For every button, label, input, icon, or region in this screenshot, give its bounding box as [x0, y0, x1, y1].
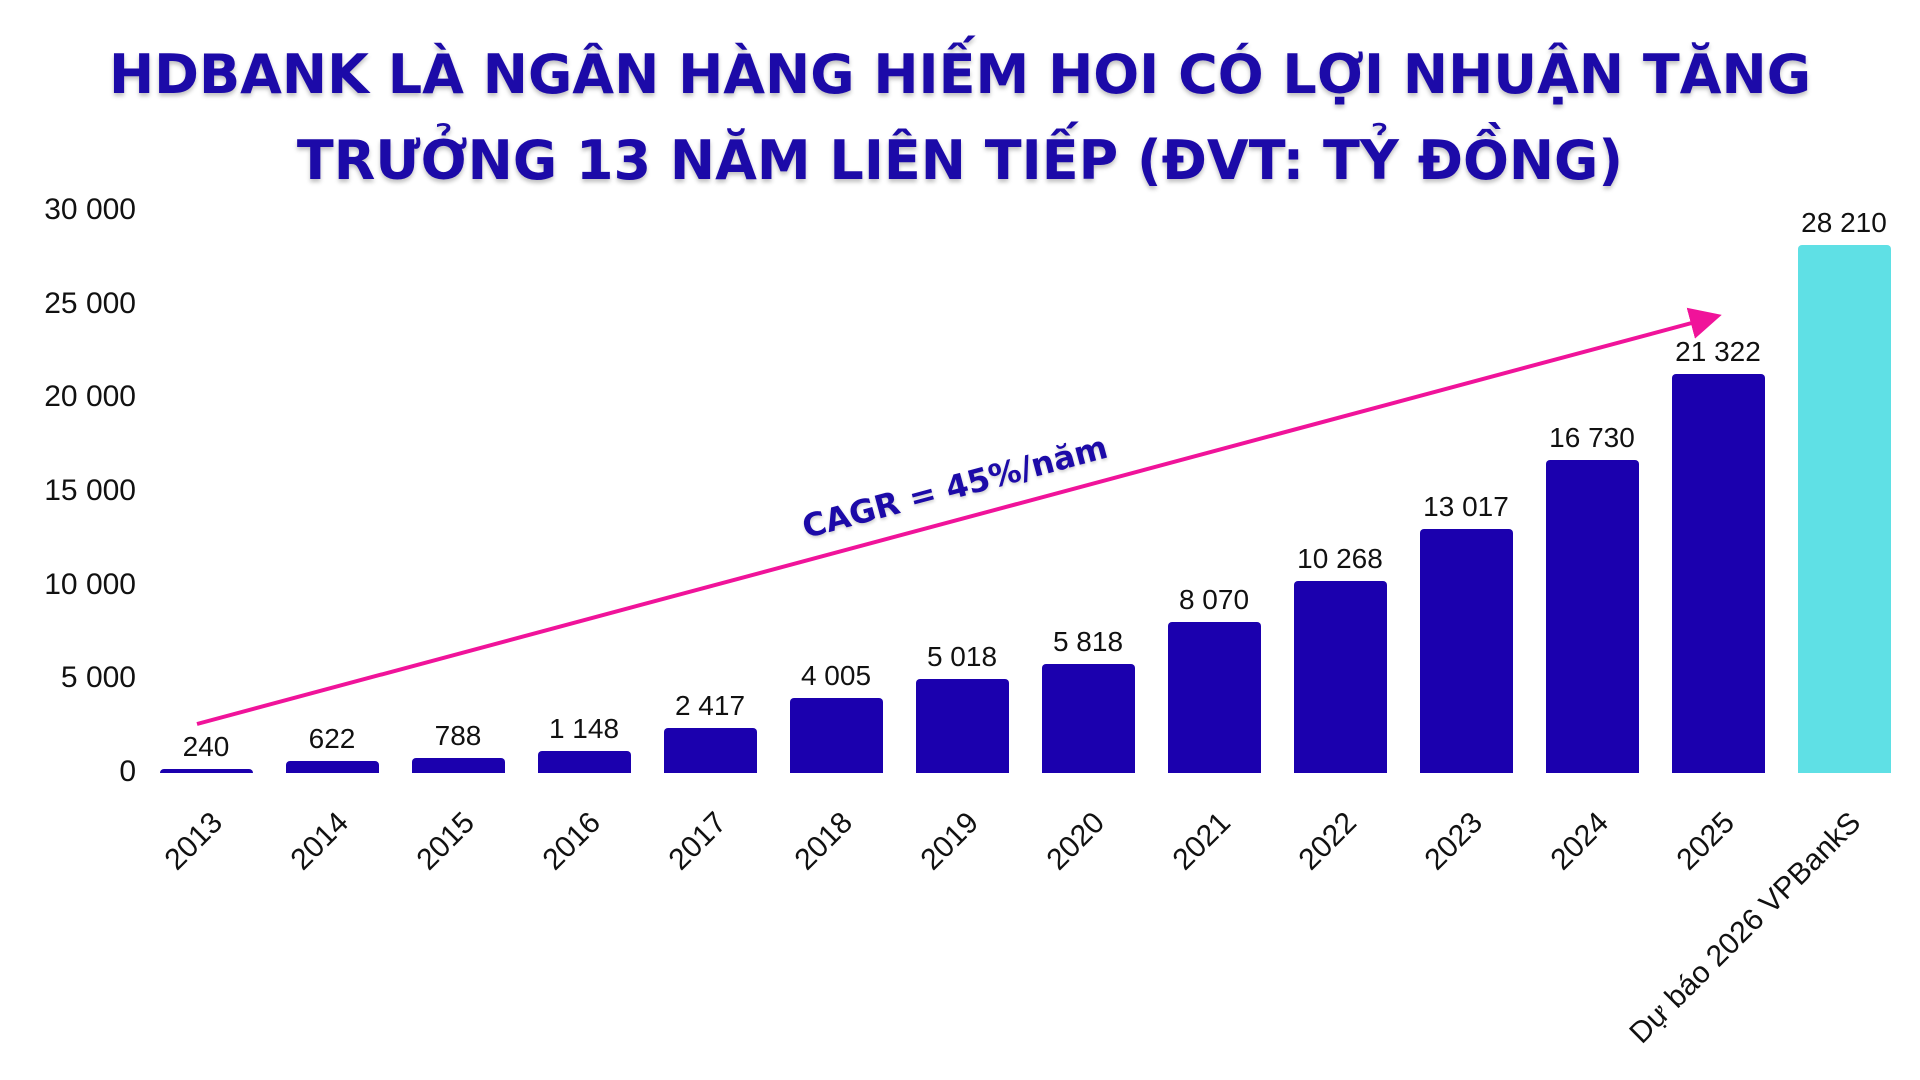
value-label: 16 730: [1549, 421, 1635, 453]
value-label: 5 818: [1052, 626, 1124, 657]
bar-2019: [915, 678, 1009, 773]
title-line-2: TRƯỞNG 13 NĂM LIÊN TIẾP (ĐVT: TỶ ĐỒNG): [296, 129, 1624, 192]
y-tick-label: 25 000: [44, 286, 136, 320]
title-line-1: HDBANK LÀ NGÂN HÀNG HIẾM HOI CÓ LỢI NHUẬ…: [108, 43, 1812, 106]
bar-2021: [1167, 621, 1261, 773]
bar-2020: [1041, 664, 1135, 773]
bar-2025: [1671, 373, 1765, 773]
y-tick-label: 20 000: [44, 380, 136, 414]
value-label: 13 017: [1423, 491, 1509, 523]
bar-2022: [1293, 580, 1387, 773]
bar-2017: [663, 727, 757, 773]
y-tick-label: 15 000: [44, 474, 136, 507]
value-label: 4 005: [800, 659, 872, 691]
bar-2016: [537, 751, 631, 773]
value-label: 1 148: [548, 713, 620, 745]
value-label: 5 018: [926, 640, 998, 672]
bar-2015: [411, 758, 505, 773]
bar-2013: [159, 768, 253, 773]
y-tick-label: 0: [119, 755, 136, 788]
value-label: 10 268: [1297, 542, 1383, 574]
bar-dự-báo-2026-vpbanks: [1797, 244, 1891, 773]
value-label: 8 070: [1178, 583, 1250, 615]
bar-2023: [1419, 529, 1513, 773]
bar-2024: [1545, 459, 1639, 773]
chart-title: HDBANK LÀ NGÂN HÀNG HIẾM HOI CÓ LỢI NHUẬ…: [0, 32, 1920, 204]
value-label: 21 322: [1675, 335, 1761, 367]
y-tick-label: 5 000: [60, 661, 136, 695]
value-label: 622: [308, 723, 356, 755]
value-label: 788: [434, 720, 482, 752]
value-label: 28 210: [1801, 206, 1887, 238]
y-tick-label: 10 000: [44, 567, 136, 601]
y-tick-label: 30 000: [44, 193, 136, 226]
value-label: 240: [182, 730, 230, 762]
bar-2014: [285, 761, 379, 773]
value-label: 2 417: [674, 689, 746, 721]
bar-2018: [789, 697, 883, 773]
